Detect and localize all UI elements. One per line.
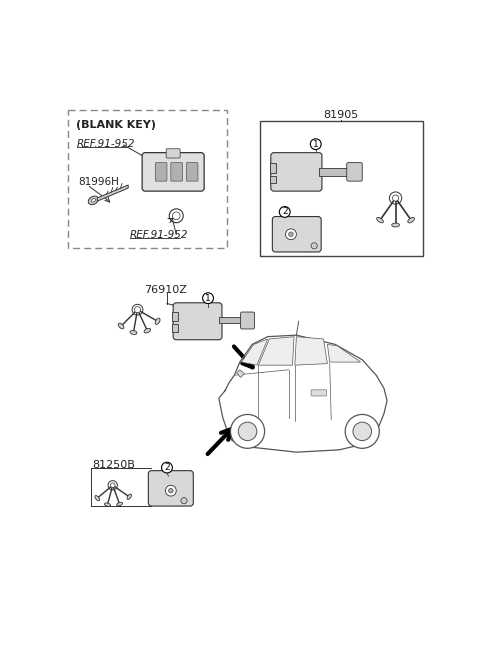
Circle shape: [203, 293, 214, 304]
Text: 81250B: 81250B: [93, 460, 135, 470]
FancyBboxPatch shape: [260, 121, 423, 256]
FancyBboxPatch shape: [347, 163, 362, 181]
Bar: [319, 168, 348, 176]
Circle shape: [110, 483, 115, 487]
Circle shape: [389, 192, 402, 204]
Text: 76910Z: 76910Z: [144, 285, 187, 295]
Ellipse shape: [130, 331, 137, 335]
Polygon shape: [327, 344, 360, 362]
Bar: [219, 317, 242, 323]
FancyBboxPatch shape: [171, 163, 182, 181]
FancyBboxPatch shape: [186, 163, 198, 181]
Polygon shape: [241, 339, 268, 365]
FancyBboxPatch shape: [311, 390, 326, 396]
FancyBboxPatch shape: [240, 312, 254, 329]
Text: 81905: 81905: [324, 110, 359, 120]
Text: 1: 1: [205, 294, 211, 302]
FancyBboxPatch shape: [142, 153, 204, 191]
Circle shape: [353, 422, 372, 441]
Circle shape: [286, 229, 296, 239]
Text: 2: 2: [282, 207, 288, 216]
Bar: [270, 176, 276, 184]
Ellipse shape: [127, 494, 132, 499]
Ellipse shape: [377, 217, 384, 223]
FancyBboxPatch shape: [173, 303, 222, 340]
FancyBboxPatch shape: [68, 110, 227, 248]
Polygon shape: [237, 370, 244, 377]
Bar: [172, 324, 178, 332]
Circle shape: [311, 139, 321, 150]
Text: 81996H: 81996H: [79, 177, 120, 187]
FancyBboxPatch shape: [156, 163, 167, 181]
Circle shape: [238, 422, 257, 441]
Ellipse shape: [144, 329, 151, 333]
Circle shape: [311, 243, 317, 249]
Circle shape: [172, 212, 180, 220]
Circle shape: [181, 498, 187, 504]
Polygon shape: [97, 185, 128, 201]
FancyBboxPatch shape: [148, 470, 193, 506]
Polygon shape: [258, 337, 294, 365]
Circle shape: [166, 485, 176, 496]
Ellipse shape: [91, 199, 96, 202]
Bar: [172, 312, 178, 321]
Circle shape: [288, 232, 293, 237]
Polygon shape: [295, 337, 327, 365]
Ellipse shape: [105, 503, 110, 506]
Circle shape: [132, 304, 143, 315]
Ellipse shape: [408, 217, 415, 223]
Circle shape: [279, 207, 290, 217]
Bar: [270, 163, 276, 173]
Circle shape: [393, 195, 399, 201]
Text: 2: 2: [164, 463, 170, 472]
Ellipse shape: [392, 223, 399, 227]
Circle shape: [230, 415, 264, 448]
Text: REF.91-952: REF.91-952: [77, 139, 135, 149]
Circle shape: [169, 209, 183, 222]
Text: 1: 1: [313, 140, 319, 149]
FancyBboxPatch shape: [271, 153, 322, 191]
FancyBboxPatch shape: [166, 149, 180, 158]
Polygon shape: [219, 335, 387, 452]
Circle shape: [345, 415, 379, 448]
Ellipse shape: [117, 502, 122, 506]
Circle shape: [168, 488, 173, 493]
FancyBboxPatch shape: [272, 216, 321, 252]
Circle shape: [108, 481, 117, 490]
Ellipse shape: [88, 196, 98, 205]
Ellipse shape: [155, 318, 160, 325]
Ellipse shape: [95, 495, 99, 501]
Circle shape: [134, 306, 141, 313]
Text: REF.91-952: REF.91-952: [130, 230, 188, 239]
Ellipse shape: [118, 323, 124, 329]
Circle shape: [162, 462, 172, 473]
Text: (BLANK KEY): (BLANK KEY): [75, 120, 156, 131]
